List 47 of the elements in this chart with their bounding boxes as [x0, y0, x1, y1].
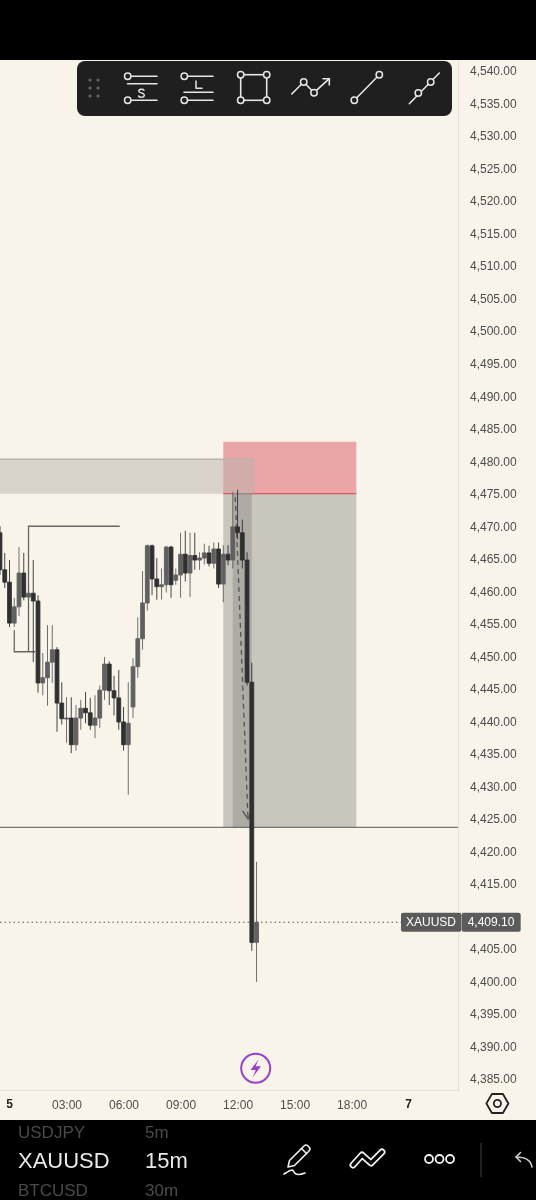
text: BTCUSD: [18, 1181, 88, 1200]
text: 15m: [145, 1148, 188, 1173]
y-tick-label: 4,395.00: [470, 1007, 518, 1022]
y-tick-label: 4,440.00: [470, 714, 518, 729]
y-tick-label: 4,465.00: [470, 552, 518, 567]
y-tick-label: 4,490.00: [470, 389, 518, 404]
y-tick-label: 4,455.00: [470, 617, 518, 632]
ref-line-label: XAUUSD: [405, 915, 457, 930]
y-tick-label: 4,450.00: [470, 649, 518, 664]
y-tick-label: 4,430.00: [470, 779, 518, 794]
y-tick-label: 4,525.00: [470, 161, 518, 176]
y-tick-label: 4,415.00: [470, 877, 518, 892]
x-tick-label: 18:00: [337, 1097, 368, 1112]
x-tick-label: 15:00: [280, 1097, 311, 1112]
y-tick-label: 4,405.00: [470, 942, 518, 957]
x-tick-label: 12:00: [223, 1097, 254, 1112]
text: 7: [405, 1097, 413, 1112]
y-tick-label: 4,470.00: [470, 519, 518, 534]
text: 5: [6, 1097, 14, 1112]
y-tick-label: 4,520.00: [470, 194, 518, 209]
y-tick-label: 4,435.00: [470, 747, 518, 762]
y-tick-label: 4,495.00: [470, 357, 518, 372]
y-tick-label: 4,530.00: [470, 129, 518, 144]
x-tick-label: 06:00: [109, 1097, 140, 1112]
y-tick-label: 4,485.00: [470, 422, 518, 437]
y-tick-label: 4,515.00: [470, 226, 518, 241]
y-tick-label: 4,390.00: [470, 1039, 518, 1054]
y-tick-label: 4,535.00: [470, 96, 518, 111]
y-tick-label: 4,480.00: [470, 454, 518, 469]
y-tick-label: 4,385.00: [470, 1072, 518, 1087]
text: USDJPY: [18, 1123, 86, 1142]
x-tick-label: 03:00: [52, 1097, 83, 1112]
y-tick-label: 4,500.00: [470, 324, 518, 339]
y-tick-label: 4,540.00: [470, 64, 518, 79]
y-tick-label: 4,475.00: [470, 487, 518, 502]
x-tick-label: 09:00: [166, 1097, 197, 1112]
y-tick-label: 4,505.00: [470, 291, 518, 306]
text: 4,409.10: [467, 915, 515, 930]
y-tick-label: 4,420.00: [470, 844, 518, 859]
text: XAUUSD: [18, 1148, 110, 1173]
y-tick-label: 4,445.00: [470, 682, 518, 697]
y-tick-label: 4,400.00: [470, 974, 518, 989]
text: 30m: [145, 1181, 179, 1200]
text: 5m: [145, 1123, 169, 1142]
y-tick-label: 4,460.00: [470, 584, 518, 599]
y-tick-label: 4,425.00: [470, 812, 518, 827]
y-tick-label: 4,510.00: [470, 259, 518, 274]
